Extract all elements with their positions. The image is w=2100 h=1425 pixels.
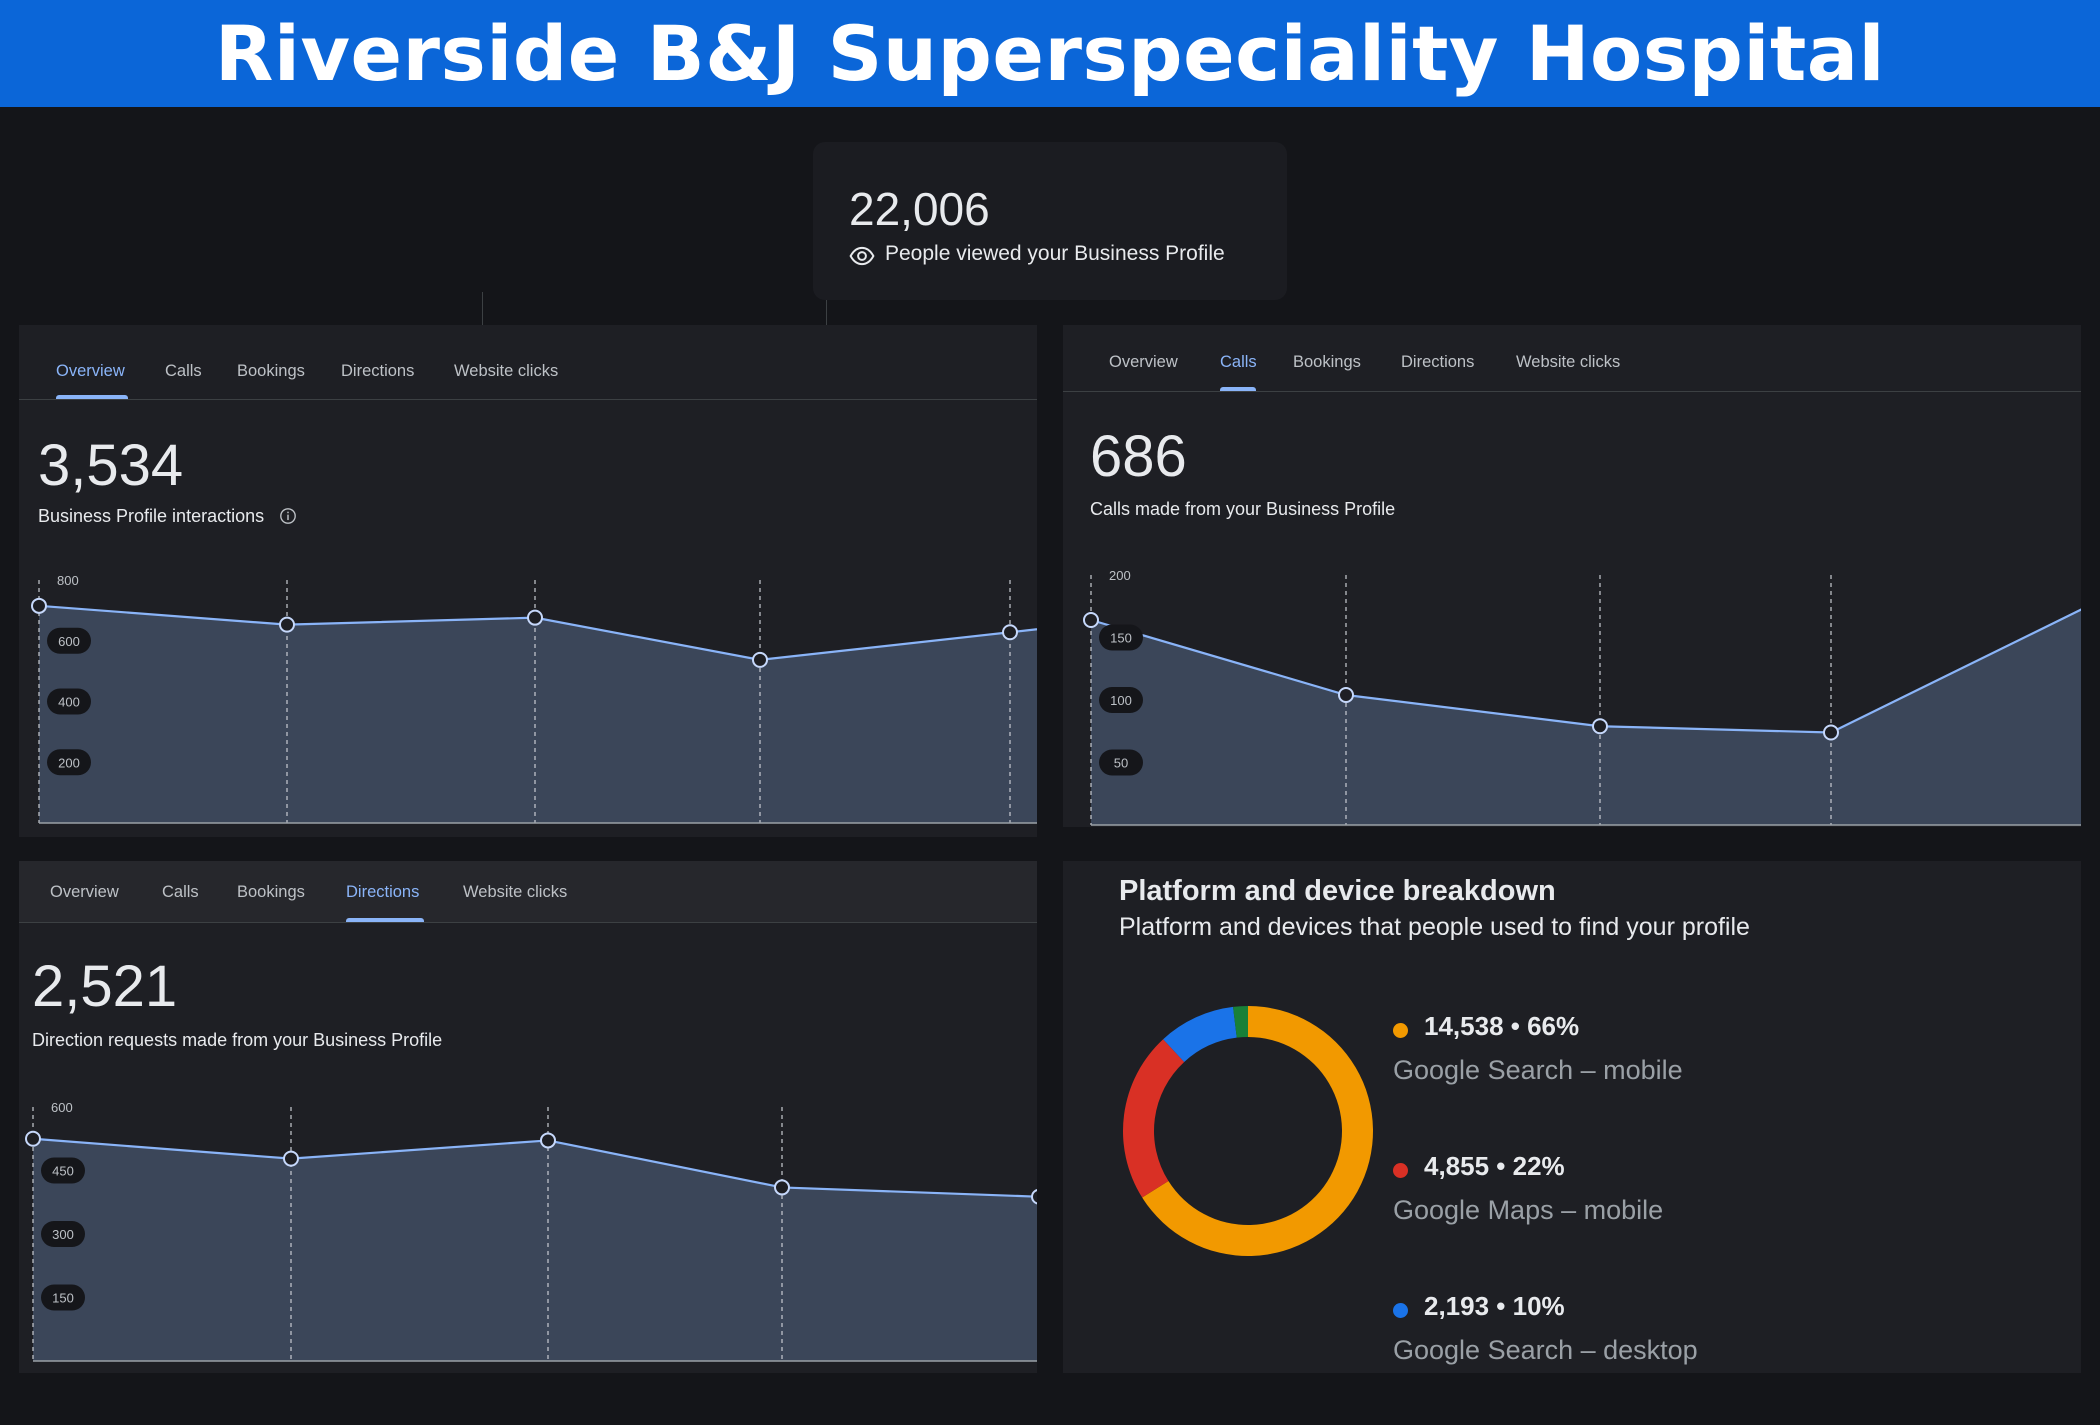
calls-panel: Overview Calls Bookings Directions Websi…: [1063, 325, 2081, 827]
metric-tabs: Overview Calls Bookings Directions Websi…: [19, 861, 1037, 923]
tab-calls[interactable]: Calls: [1220, 353, 1257, 371]
chart-data-point: [1592, 718, 1608, 735]
legend-value: 4,855 • 22%: [1424, 1151, 1565, 1181]
y-axis-tick-badge: [47, 627, 91, 654]
directions-chart: 600 450 300 150: [25, 1100, 1037, 1362]
info-icon[interactable]: [279, 507, 297, 525]
interactions-chart: 800 600 400 200: [31, 573, 1037, 824]
tab-overview[interactable]: Overview: [1109, 353, 1178, 371]
y-axis-tick-label: 50: [1114, 756, 1128, 771]
profile-views-label: People viewed your Business Profile: [885, 242, 1225, 265]
chart-data-point: [283, 1150, 299, 1167]
calls-value: 686: [1090, 424, 1187, 489]
chart-data-point: [540, 1132, 556, 1149]
legend-value: 2,193 • 10%: [1424, 1291, 1565, 1321]
profile-views-card: 22,006 People viewed your Business Profi…: [813, 142, 1287, 300]
y-axis-tick-label: 150: [1110, 631, 1132, 646]
y-axis-tick-badge: [1099, 749, 1143, 776]
active-tab-indicator: [56, 395, 128, 399]
chart-data-point: [527, 609, 543, 626]
chart-data-point: [1338, 687, 1354, 703]
hospital-title: Riverside B&J Superspeciality Hospital: [214, 9, 1886, 98]
chart-data-point: [752, 651, 768, 668]
chart-data-point: [25, 1130, 41, 1147]
tab-directions[interactable]: Directions: [1401, 353, 1475, 371]
breakdown-subtitle: Platform and devices that people used to…: [1119, 913, 1750, 941]
chart-data-point: [1002, 624, 1018, 641]
y-axis-tick-label: 450: [52, 1164, 74, 1179]
tab-bookings[interactable]: Bookings: [1293, 353, 1361, 371]
active-tab-indicator: [1220, 387, 1256, 391]
interactions-label: Business Profile interactions: [38, 506, 265, 526]
y-axis-tick-label: 600: [58, 634, 80, 649]
legend-dot: [1393, 1023, 1408, 1038]
chart-data-point: [1823, 724, 1839, 741]
y-axis-tick-badge: [41, 1284, 85, 1311]
chart-series-line: [1090, 608, 2081, 734]
donut-slice: [1233, 1006, 1248, 1038]
active-tab-indicator: [346, 918, 424, 922]
y-axis-tick-label: 200: [58, 755, 80, 770]
tab-bookings[interactable]: Bookings: [237, 883, 305, 901]
y-axis-tick-badge: [41, 1157, 85, 1184]
calls-label: Calls made from your Business Profile: [1090, 499, 1396, 519]
tab-website-clicks[interactable]: Website clicks: [463, 883, 568, 901]
header-banner: Riverside B&J Superspeciality Hospital: [0, 0, 2100, 107]
tab-calls[interactable]: Calls: [165, 362, 202, 380]
chart-data-point: [279, 616, 295, 633]
chart-data-point: [1031, 1189, 1037, 1205]
donut-slice: [1123, 1039, 1185, 1198]
chart-data-point: [31, 597, 47, 614]
y-axis-tick-label: 150: [52, 1291, 74, 1306]
y-axis-tick-label: 600: [51, 1100, 73, 1115]
chart-series-line: [32, 1137, 1037, 1198]
overview-panel: Overview Calls Bookings Directions Websi…: [19, 325, 1037, 837]
platform-donut-chart: [1123, 1006, 1373, 1256]
legend-name: Google Maps – mobile: [1393, 1195, 1664, 1225]
chart-area-fill: [33, 1138, 1037, 1361]
eye-icon: [849, 246, 875, 266]
donut-slice: [1163, 1006, 1237, 1062]
y-axis-tick-label: 800: [57, 573, 79, 588]
metric-tabs: Overview Calls Bookings Directions Websi…: [1063, 325, 2081, 392]
breakdown-title: Platform and device breakdown: [1119, 875, 1556, 907]
y-axis-tick-badge: [1099, 624, 1143, 651]
legend-dot: [1393, 1303, 1408, 1318]
y-axis-tick-badge: [47, 688, 91, 715]
legend-name: Google Search – desktop: [1393, 1335, 1698, 1365]
y-axis-tick-label: 300: [52, 1227, 74, 1242]
y-axis-tick-badge: [1099, 687, 1143, 713]
legend-dot: [1393, 1163, 1408, 1178]
y-axis-tick-label: 400: [58, 695, 80, 710]
tab-website-clicks[interactable]: Website clicks: [454, 362, 559, 380]
y-axis-tick-label: 200: [1109, 568, 1131, 583]
platform-breakdown-panel: Platform and device breakdown Platform a…: [1063, 861, 2081, 1373]
tab-directions[interactable]: Directions: [346, 883, 420, 901]
legend-name: Google Search – mobile: [1393, 1055, 1683, 1085]
legend-value: 14,538 • 66%: [1424, 1011, 1580, 1041]
tab-website-clicks[interactable]: Website clicks: [1516, 353, 1621, 371]
y-axis-tick-badge: [47, 749, 91, 776]
directions-value: 2,521: [32, 954, 178, 1019]
chart-area-fill: [39, 605, 1037, 823]
y-axis-tick-label: 100: [1110, 693, 1132, 708]
directions-panel: Overview Calls Bookings Directions Websi…: [19, 861, 1037, 1373]
chart-area-fill: [1091, 609, 2081, 825]
chart-data-point: [1083, 612, 1099, 628]
tab-directions[interactable]: Directions: [341, 362, 415, 380]
interactions-value: 3,534: [38, 433, 184, 498]
metric-tabs: Overview Calls Bookings Directions Websi…: [19, 325, 1037, 400]
y-axis-tick-badge: [41, 1221, 85, 1247]
calls-chart: 200 150 100 50: [1083, 568, 2081, 826]
tab-overview[interactable]: Overview: [56, 362, 125, 380]
profile-views-value: 22,006: [849, 183, 990, 235]
tab-calls[interactable]: Calls: [162, 883, 199, 901]
tab-overview[interactable]: Overview: [50, 883, 119, 901]
directions-label: Direction requests made from your Busine…: [32, 1030, 443, 1050]
chart-data-point: [774, 1179, 790, 1196]
tab-bookings[interactable]: Bookings: [237, 362, 305, 380]
